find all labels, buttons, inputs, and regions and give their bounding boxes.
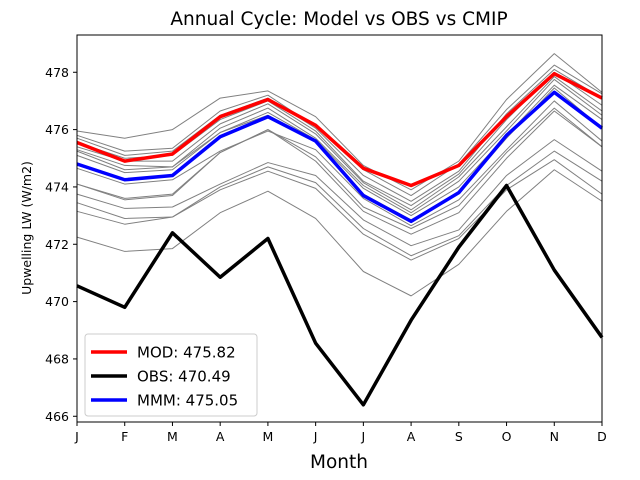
plot-area [76,53,604,407]
cmip-model-line [76,78,603,214]
y-tick-label: 472 [45,237,69,252]
y-axis-label: Upwelling LW (W/m2) [19,161,34,295]
cmip-model-line [76,110,603,235]
x-tick-label: O [502,429,512,444]
x-tick-label: J [313,429,318,444]
x-tick-label: M [167,429,178,444]
cmip-lines [76,53,603,297]
x-tick-label: A [407,429,416,444]
y-tick-label: 476 [45,122,69,137]
x-tick-label: D [597,429,607,444]
x-tick-label: J [361,429,366,444]
y-tick-label: 466 [45,409,69,424]
cmip-model-line [76,53,603,191]
y-axis-ticks: 466 468 470 472 474 476 478 [45,65,77,424]
x-tick-label: A [216,429,225,444]
legend: MOD: 475.82 OBS: 470.49 MMM: 475.05 [84,333,258,417]
cmip-model-line [76,159,603,261]
x-tick-label: F [121,429,128,444]
y-tick-label: 478 [45,65,69,80]
mod-line [76,71,603,188]
y-tick-label: 468 [45,351,69,366]
legend-label: MMM: 475.05 [137,392,238,410]
obs-line [76,183,604,407]
x-tick-label: M [263,429,274,444]
legend-label: MOD: 475.82 [137,344,236,362]
x-tick-label: J [74,429,79,444]
mmm-line [76,90,604,224]
x-axis-label: Month [310,452,368,473]
cmip-model-line [76,76,603,211]
cmip-model-line [76,139,603,247]
cmip-model-line [76,150,603,257]
axes-frame [76,34,603,423]
chart-title: Annual Cycle: Model vs OBS vs CMIP [170,9,507,30]
cmip-model-line [76,100,603,227]
legend-box [84,333,258,417]
legend-label: OBS: 470.49 [137,368,231,386]
x-tick-label: N [550,429,559,444]
y-tick-label: 470 [45,294,69,309]
cmip-model-line [76,68,603,202]
x-tick-label: S [455,429,463,444]
highlight-series [76,71,604,407]
cmip-model-line [76,107,603,229]
y-tick-label: 474 [45,179,69,194]
cmip-model-line [76,169,603,297]
